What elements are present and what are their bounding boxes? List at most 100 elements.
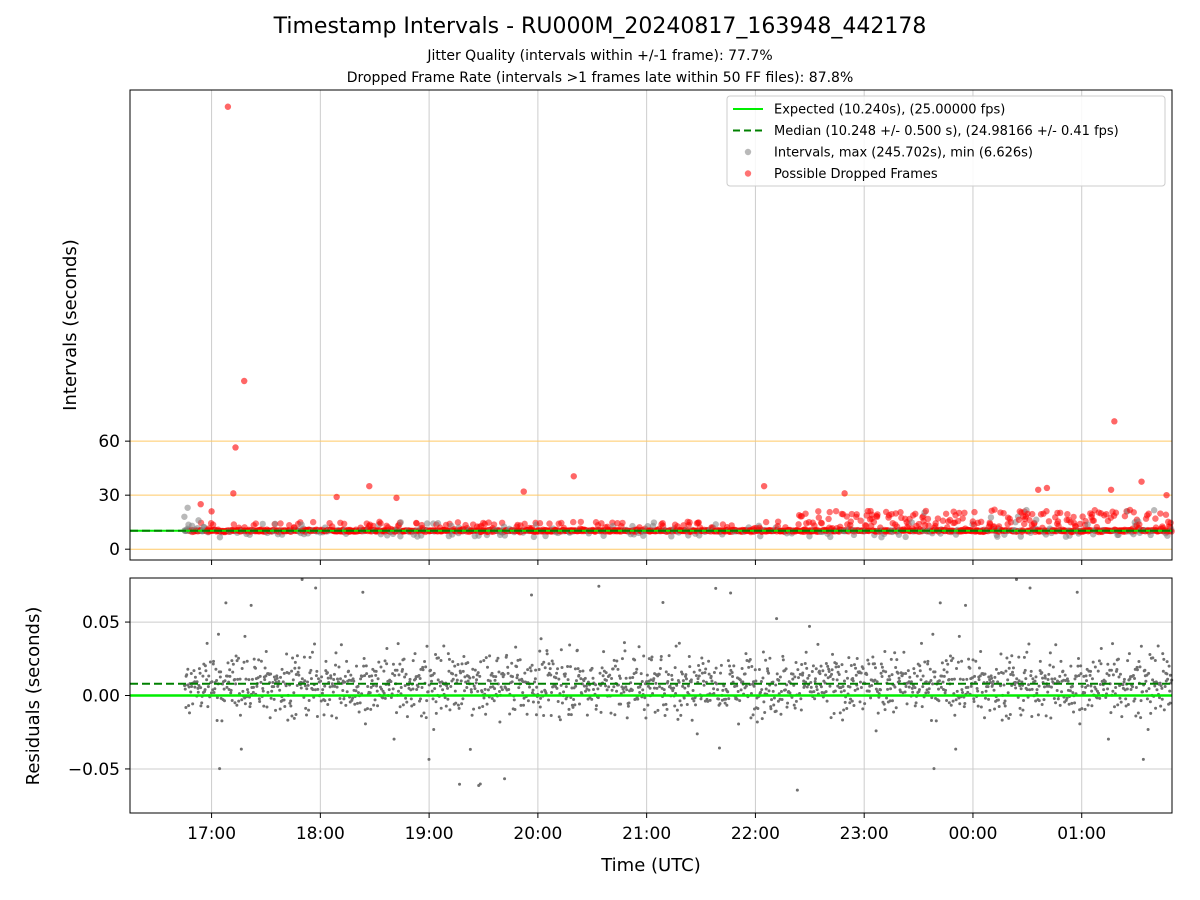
residual-point [1109, 668, 1113, 672]
residual-point [279, 675, 283, 679]
residual-point [885, 696, 889, 700]
residual-point [611, 667, 615, 671]
residual-point [240, 698, 244, 702]
residual-point [697, 674, 701, 678]
residual-point [809, 685, 813, 689]
residual-point [391, 687, 395, 691]
residual-point [1112, 705, 1116, 709]
residual-point [965, 677, 969, 681]
residual-point [653, 710, 657, 714]
residual-point [934, 719, 938, 723]
residual-point [805, 666, 809, 670]
residual-point [244, 677, 248, 681]
residual-point [962, 705, 966, 709]
dropped-frame-outlier-point [333, 493, 340, 501]
residual-point [1111, 642, 1115, 646]
residual-point [484, 656, 488, 660]
residual-point [1047, 672, 1051, 676]
residual-point [1133, 677, 1137, 681]
residual-point [423, 659, 427, 663]
residual-point [478, 674, 482, 678]
residual-point [827, 670, 831, 674]
residual-point [1030, 714, 1034, 718]
residual-point [376, 704, 380, 708]
residual-point [503, 777, 507, 781]
residual-point [884, 670, 888, 674]
residual-point [535, 685, 539, 689]
residual-point [883, 708, 887, 712]
residual-point [1058, 703, 1062, 707]
residual-point [590, 697, 594, 701]
residuals-reference-lines [130, 682, 1172, 697]
residual-point [858, 680, 862, 684]
residual-point [1065, 677, 1069, 681]
dropped-frame-point [922, 507, 930, 515]
residual-point [991, 682, 995, 686]
residual-point [319, 699, 323, 703]
residual-point [1088, 673, 1092, 677]
residual-point [1106, 687, 1110, 691]
residual-point [852, 704, 856, 708]
residual-point [799, 708, 803, 712]
residual-point [597, 584, 601, 588]
residual-point [904, 671, 908, 675]
residual-point [208, 660, 212, 664]
interval-point [994, 533, 1001, 540]
residual-point [1050, 677, 1054, 681]
dropped-frame-point [955, 509, 963, 517]
residual-point [668, 684, 672, 688]
residual-point [192, 669, 196, 673]
residual-point [183, 684, 187, 688]
dropped-frame-outlier-point [1043, 484, 1051, 492]
residual-point [1009, 673, 1013, 677]
residual-point [396, 689, 400, 693]
residual-point [367, 674, 371, 678]
residual-point [1148, 700, 1152, 704]
residual-point [550, 659, 554, 663]
residual-point [661, 601, 665, 605]
residual-point [375, 684, 379, 688]
residual-point [726, 690, 730, 694]
residual-point [1098, 682, 1102, 686]
residual-point [908, 675, 912, 679]
residual-point [530, 691, 534, 695]
residual-point [937, 699, 941, 703]
residual-point [395, 668, 399, 672]
residual-point [855, 657, 859, 661]
residual-point [667, 654, 671, 658]
dropped-frame-point [1000, 509, 1007, 517]
residual-point [261, 687, 265, 691]
residual-point [1168, 673, 1172, 677]
residual-point [215, 679, 219, 683]
residual-point [1091, 660, 1095, 664]
residual-point [892, 710, 896, 714]
dropped-frame-point [912, 510, 919, 518]
residual-point [430, 689, 434, 693]
residual-point [1000, 718, 1004, 722]
residual-point [1118, 684, 1122, 688]
residual-point [277, 680, 281, 684]
residual-point [703, 671, 707, 675]
residual-point [774, 709, 778, 713]
residual-point [685, 702, 689, 706]
residual-point [678, 699, 682, 703]
dropped-frame-point [1015, 516, 1023, 523]
residual-point [547, 698, 551, 702]
residual-point [514, 645, 518, 649]
residual-point [389, 680, 393, 684]
residual-point [650, 655, 654, 659]
residual-point [331, 690, 335, 694]
residual-point [955, 689, 959, 693]
residual-point [439, 706, 443, 710]
residual-point [223, 679, 227, 683]
residual-point [370, 674, 374, 678]
residual-point [1040, 703, 1044, 707]
residual-point [492, 699, 496, 703]
residual-point [730, 671, 734, 675]
residual-point [804, 650, 808, 654]
residual-point [1131, 673, 1135, 677]
residual-point [882, 702, 886, 706]
residual-point [1146, 727, 1150, 731]
residual-point [472, 707, 476, 711]
residual-point [305, 713, 309, 717]
